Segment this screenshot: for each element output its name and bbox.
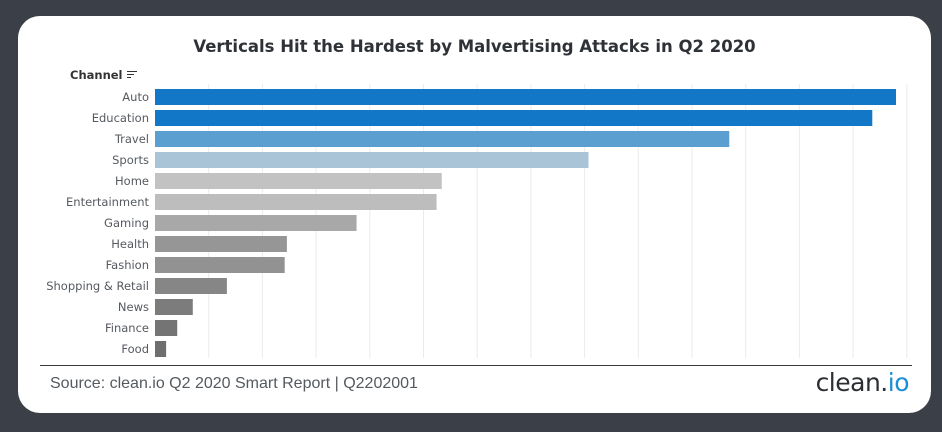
bar-entertainment[interactable] <box>155 194 437 210</box>
bar-sports[interactable] <box>155 152 589 168</box>
bar-news[interactable] <box>155 299 193 315</box>
bar-food[interactable] <box>155 341 167 357</box>
bar-health[interactable] <box>155 236 287 252</box>
category-label: Fashion <box>106 258 149 272</box>
chart-card: Verticals Hit the Hardest by Malvertisin… <box>18 16 931 413</box>
clean-io-logo: clean.io <box>815 368 910 397</box>
footer-divider <box>40 365 912 366</box>
bar-finance[interactable] <box>155 320 178 336</box>
bar-travel[interactable] <box>155 131 730 147</box>
category-label: Health <box>111 237 149 251</box>
bar-gaming[interactable] <box>155 215 357 231</box>
category-label: Sports <box>112 153 149 167</box>
sort-lines-icon[interactable] <box>126 71 137 79</box>
bar-chart: Auto Education Travel Sports Home Entertainme… <box>46 84 908 358</box>
chart-title: Verticals Hit the Hardest by Malvertisin… <box>193 37 756 56</box>
category-label: Entertainment <box>66 195 149 209</box>
bar-education[interactable] <box>155 110 873 126</box>
category-label: Travel <box>114 132 149 146</box>
bar-fashion[interactable] <box>155 257 285 273</box>
category-label: Gaming <box>104 216 149 230</box>
category-label: News <box>118 300 149 314</box>
bar-home[interactable] <box>155 173 442 189</box>
bar-shopping-retail[interactable] <box>155 278 227 294</box>
source-note: Source: clean.io Q2 2020 Smart Report | … <box>50 375 418 392</box>
category-label: Education <box>92 111 149 125</box>
category-label: Auto <box>122 90 149 104</box>
channel-header-label: Channel <box>70 68 123 82</box>
category-label: Finance <box>105 321 149 335</box>
category-label: Shopping & Retail <box>46 279 149 293</box>
channel-header[interactable]: Channel <box>70 68 137 82</box>
bar-auto[interactable] <box>155 89 896 105</box>
category-label: Food <box>121 342 149 356</box>
category-label: Home <box>115 174 149 188</box>
